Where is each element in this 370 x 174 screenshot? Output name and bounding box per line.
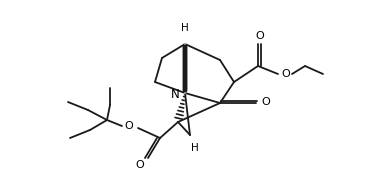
Text: O: O <box>136 160 144 170</box>
Text: O: O <box>282 69 290 79</box>
Text: H: H <box>181 23 189 33</box>
Text: O: O <box>125 121 133 131</box>
Text: H: H <box>191 143 199 153</box>
Text: O: O <box>262 97 270 107</box>
Text: O: O <box>256 31 265 41</box>
Text: N: N <box>171 89 179 101</box>
